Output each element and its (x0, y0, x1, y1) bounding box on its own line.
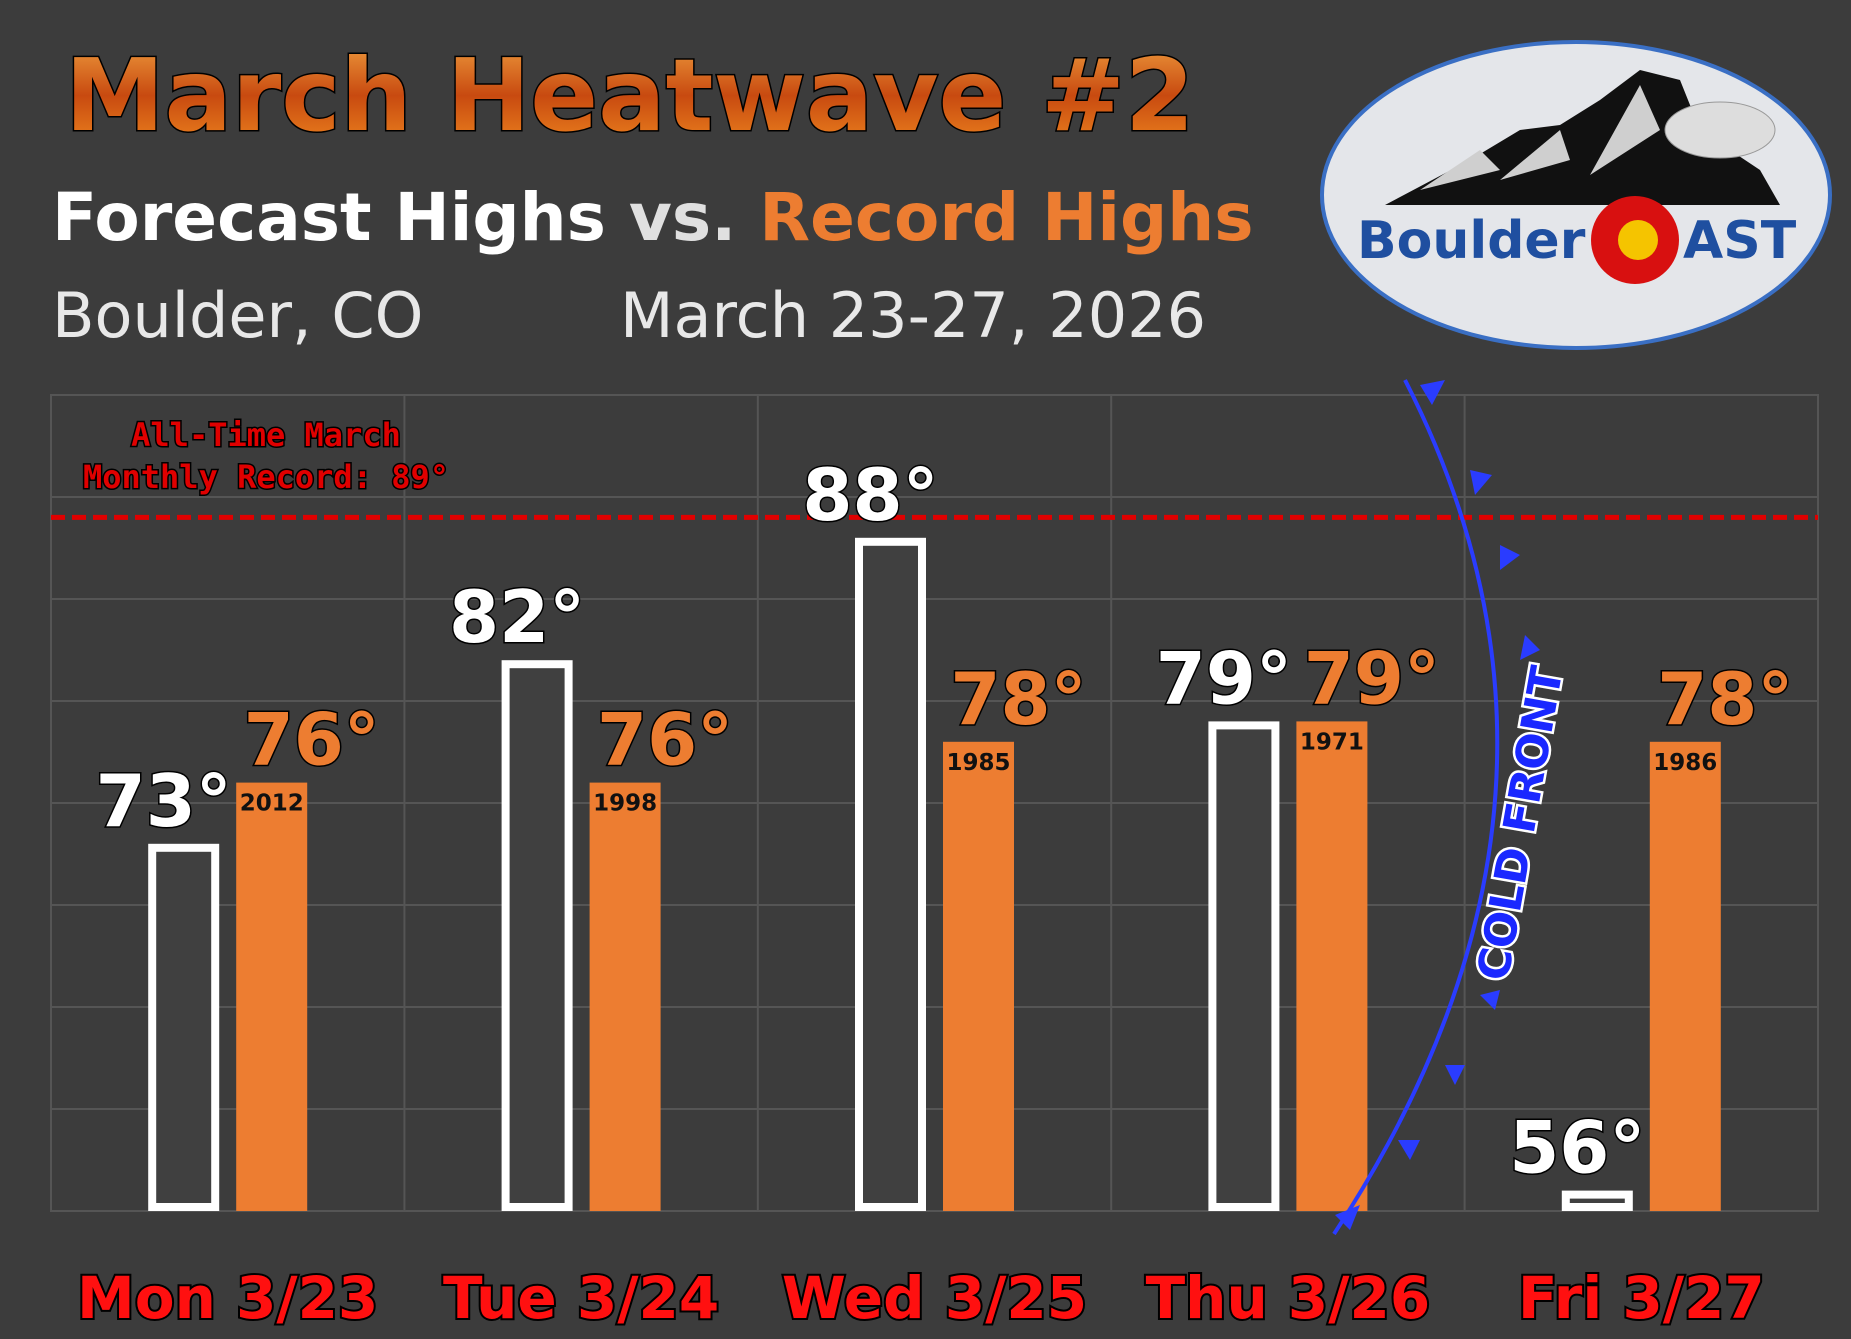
logo-text: AST (1683, 211, 1797, 271)
record-year: 1986 (1653, 750, 1717, 776)
bar (1561, 1190, 1633, 1211)
bar (148, 843, 220, 1211)
value-label: 79° (1156, 636, 1292, 720)
x-tick-label: Mon 3/23 (77, 1264, 378, 1332)
subtitle-vs: vs. (629, 179, 736, 256)
legend-forecast: Forecast Highs (52, 179, 606, 256)
record-year: 1998 (593, 791, 657, 817)
logo-cloud (1664, 101, 1776, 159)
reference-label: All-Time March (131, 416, 401, 454)
bar (236, 782, 308, 1211)
plot: All-Time March Monthly Record: 89° Mon 3/2… (50, 394, 1819, 1334)
x-tick-label: Wed 3/25 (782, 1264, 1087, 1332)
bar (1296, 721, 1368, 1211)
legend-record: Record Highs (759, 179, 1253, 256)
x-tick-label: Fri 3/27 (1518, 1264, 1765, 1332)
date-range: March 23-27, 2026 (620, 279, 1206, 352)
bar (589, 782, 661, 1211)
front-line (1332, 379, 1500, 1236)
logo-sun (1618, 220, 1658, 260)
x-tick-label: Tue 3/24 (443, 1264, 719, 1332)
value-label: 79° (1304, 636, 1440, 720)
value-label: 56° (1509, 1106, 1645, 1190)
value-label: 78° (950, 657, 1086, 741)
bar (1649, 741, 1721, 1211)
chart-title: March Heatwave #2 (65, 37, 1194, 154)
record-year: 1985 (946, 750, 1010, 776)
bar (943, 741, 1014, 1211)
record-year: 1971 (1300, 729, 1364, 755)
subtitle: Forecast Highs vs. Record Highs (52, 179, 1253, 256)
bar (1208, 721, 1280, 1212)
value-label: 76° (597, 698, 733, 782)
reference-label: Monthly Record: 89° (83, 458, 449, 496)
bar (855, 537, 926, 1211)
logo-text: Boulder (1357, 211, 1586, 271)
value-label: 76° (244, 698, 380, 782)
record-year: 2012 (240, 791, 304, 817)
logo-flatirons (1420, 85, 1660, 190)
location: Boulder, CO (52, 279, 424, 352)
value-label: 82° (449, 575, 585, 659)
value-label: 78° (1657, 657, 1793, 741)
value-label: 73° (96, 759, 232, 843)
value-label: 88° (802, 453, 938, 537)
bar (501, 660, 573, 1211)
x-tick-label: Thu 3/26 (1146, 1264, 1431, 1332)
logo: Boulder AST (1320, 40, 1832, 350)
